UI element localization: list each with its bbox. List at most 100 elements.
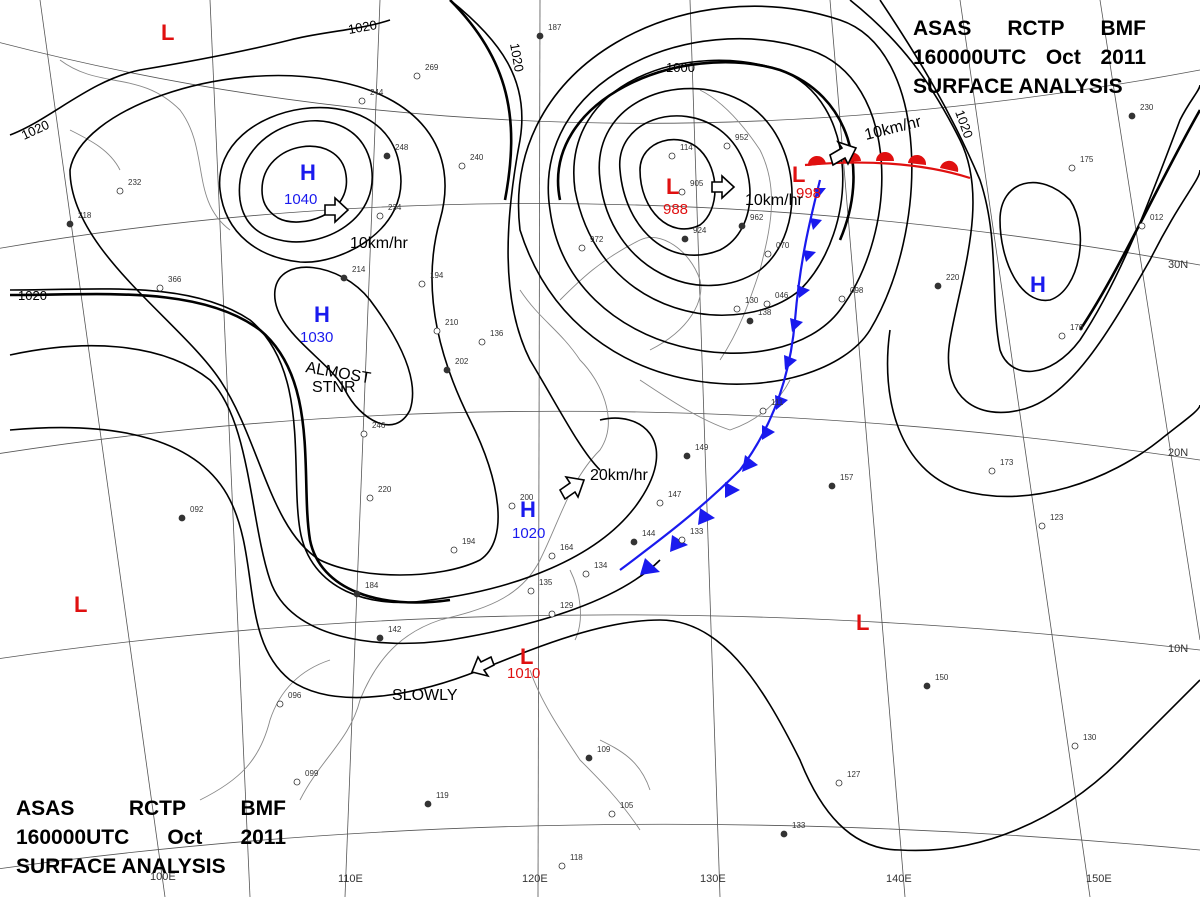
station-circle-icon bbox=[1068, 164, 1076, 172]
station-pressure-value: 176 bbox=[1070, 323, 1084, 332]
coastlines bbox=[59, 59, 791, 831]
station-pressure-value: 133 bbox=[690, 527, 704, 536]
map-title-bottom: ASAS RCTP BMF 160000UTC Oct 2011 SURFACE… bbox=[16, 794, 286, 881]
station-circle-icon bbox=[558, 862, 566, 870]
station-pressure-value: 184 bbox=[365, 581, 379, 590]
low-value: 1010 bbox=[507, 665, 540, 682]
motion-arrow-icon bbox=[829, 140, 858, 167]
station-circle-icon bbox=[527, 587, 535, 595]
motion-speed-label: SLOWLY bbox=[392, 687, 458, 704]
axis-labels: 100E 110E 120E 130E 140E 150E 30N 20N 10… bbox=[150, 259, 1188, 885]
station-circle-icon bbox=[988, 467, 996, 475]
high-center: H bbox=[520, 497, 536, 522]
latitude-label: 30N bbox=[1168, 259, 1188, 271]
station-circle-icon bbox=[536, 32, 544, 40]
station-pressure-value: 202 bbox=[455, 357, 469, 366]
station-circle-icon bbox=[585, 754, 593, 762]
motion-arrows bbox=[324, 140, 858, 678]
title-product: SURFACE ANALYSIS bbox=[16, 855, 226, 878]
station-pressure-value: 248 bbox=[395, 143, 409, 152]
station-circle-icon bbox=[376, 634, 384, 642]
station-pressure-value: 218 bbox=[78, 211, 92, 220]
map-title-top: ASAS RCTP BMF 160000UTC Oct 2011 SURFACE… bbox=[913, 14, 1146, 101]
title-time: 160000UTC bbox=[16, 826, 130, 849]
station-circle-icon bbox=[156, 284, 164, 292]
station-pressure-value: 138 bbox=[758, 308, 772, 317]
station-circle-icon bbox=[1058, 332, 1066, 340]
station-circle-icon bbox=[548, 552, 556, 560]
station-pressure-value: 230 bbox=[1140, 103, 1154, 112]
isobar-label: 1020 bbox=[507, 42, 527, 73]
station-pressure-value: 142 bbox=[388, 625, 402, 634]
title-agency: ASAS bbox=[913, 17, 972, 40]
station-pressure-value: 105 bbox=[620, 801, 634, 810]
station-pressure-value: 232 bbox=[128, 178, 142, 187]
high-value: 1020 bbox=[512, 525, 545, 542]
title-product: SURFACE ANALYSIS bbox=[913, 75, 1123, 98]
station-pressure-value: 136 bbox=[490, 329, 504, 338]
station-pressure-value: 098 bbox=[850, 286, 864, 295]
longitude-lines bbox=[39, 0, 1200, 897]
station-pressure-value: 194 bbox=[430, 271, 444, 280]
station-pressure-value: 952 bbox=[735, 133, 749, 142]
title-code: RCTP bbox=[1007, 17, 1065, 40]
station-pressure-value: 157 bbox=[840, 473, 854, 482]
longitude-label: 140E bbox=[886, 873, 912, 885]
station-pressure-value: 214 bbox=[352, 265, 366, 274]
station-circle-icon bbox=[433, 327, 441, 335]
latitude-lines bbox=[0, 42, 1200, 870]
station-circle-icon bbox=[764, 250, 772, 258]
station-circle-icon bbox=[548, 610, 556, 618]
station-circle-icon bbox=[738, 222, 746, 230]
low-center: L bbox=[856, 610, 869, 635]
station-pressure-value: 119 bbox=[436, 791, 449, 800]
station-pressure-value: 173 bbox=[1000, 458, 1014, 467]
station-circle-icon bbox=[780, 830, 788, 838]
station-pressure-value: 133 bbox=[792, 821, 806, 830]
station-circle-icon bbox=[358, 97, 366, 105]
station-circle-icon bbox=[340, 274, 348, 282]
station-circle-icon bbox=[424, 800, 432, 808]
station-pressure-value: 099 bbox=[305, 769, 319, 778]
station-circle-icon bbox=[366, 494, 374, 502]
station-circle-icon bbox=[478, 338, 486, 346]
station-pressure-value: 164 bbox=[560, 543, 574, 552]
station-pressure-value: 187 bbox=[548, 23, 562, 32]
station-circle-icon bbox=[353, 590, 361, 598]
station-pressure-value: 150 bbox=[935, 673, 949, 682]
low-center: L bbox=[792, 162, 805, 187]
title-year: 2011 bbox=[240, 826, 286, 849]
motion-speed-label: 10km/hr bbox=[863, 113, 924, 144]
station-pressure-value: 924 bbox=[693, 226, 707, 235]
motion-speed-label: 10km/hr bbox=[745, 192, 803, 209]
latitude-label: 20N bbox=[1168, 447, 1188, 459]
station-circle-icon bbox=[681, 235, 689, 243]
station-circle-icon bbox=[763, 300, 771, 308]
station-circle-icon bbox=[828, 482, 836, 490]
high-value: 1030 bbox=[300, 329, 333, 346]
station-pressure-value: 234 bbox=[388, 203, 402, 212]
station-pressure-value: 200 bbox=[520, 493, 534, 502]
station-pressure-value: 175 bbox=[1080, 155, 1094, 164]
station-pressure-value: 972 bbox=[590, 235, 604, 244]
motion-speed-label: 20km/hr bbox=[590, 467, 648, 484]
station-pressure-value: 118 bbox=[570, 853, 583, 862]
station-pressure-value: 144 bbox=[642, 529, 656, 538]
title-month: Oct bbox=[1045, 46, 1081, 69]
station-circle-icon bbox=[1038, 522, 1046, 530]
station-circle-icon bbox=[683, 452, 691, 460]
longitude-label: 120E bbox=[522, 873, 548, 885]
station-pressure-value: 147 bbox=[668, 490, 682, 499]
station-circle-icon bbox=[733, 305, 741, 313]
isobar-label: 1020 bbox=[952, 108, 976, 140]
station-circle-icon bbox=[418, 280, 426, 288]
station-circle-icon bbox=[413, 72, 421, 80]
station-pressure-value: 130 bbox=[1083, 733, 1097, 742]
station-pressure-value: 149 bbox=[695, 443, 709, 452]
station-pressure-value: 134 bbox=[594, 561, 608, 570]
high-center: H bbox=[1030, 272, 1046, 297]
station-circle-icon bbox=[1138, 222, 1146, 230]
station-circle-icon bbox=[376, 212, 384, 220]
station-circle-icon bbox=[656, 499, 664, 507]
station-circle-icon bbox=[383, 152, 391, 160]
